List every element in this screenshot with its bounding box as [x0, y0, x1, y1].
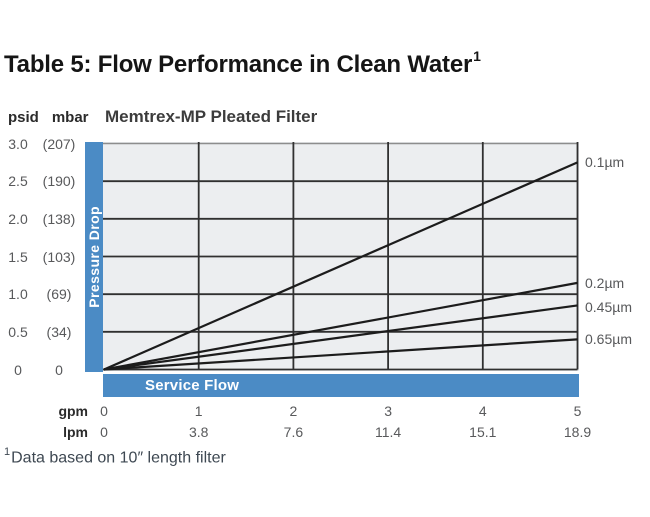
- y-tick-mbar: (207): [42, 135, 76, 152]
- y-tick-label: 1.0 (69): [0, 285, 84, 303]
- y-tick-label: 2.0 (138): [0, 210, 84, 228]
- y-tick-psid: 0: [14, 361, 22, 378]
- series-line-0.2µm: [103, 281, 578, 371]
- service-flow-axis-bar: Service Flow: [103, 374, 579, 397]
- y-unit-psid-label: psid: [8, 109, 39, 126]
- x-tick-lpm: 3.8: [188, 424, 209, 440]
- series-label-0.2µm: 0.2µm: [585, 274, 625, 291]
- x-tick-gpm: 3: [384, 403, 392, 419]
- title-footnote-reference: 1: [473, 48, 481, 64]
- page-title: Table 5: Flow Performance in Clean Water…: [4, 44, 481, 79]
- footnote-superscript: 1: [4, 446, 11, 458]
- x-unit-gpm-label: gpm: [58, 403, 88, 419]
- y-axis-unit-header: psid mbar: [8, 109, 89, 126]
- footnote: 1Data based on 10″ length filter: [4, 446, 226, 467]
- chart-title: Memtrex-MP Pleated Filter: [105, 107, 318, 126]
- series-label-0.1µm: 0.1µm: [585, 154, 625, 171]
- pressure-drop-axis-bar: Pressure Drop: [85, 142, 103, 372]
- x-tick-lpm: 15.1: [469, 424, 497, 440]
- y-unit-mbar-label: mbar: [51, 109, 89, 126]
- y-tick-psid: 2.0: [8, 210, 28, 227]
- pressure-drop-label: Pressure Drop: [86, 206, 102, 308]
- x-tick-gpm: 1: [194, 403, 203, 419]
- service-flow-label: Service Flow: [145, 377, 240, 394]
- x-tick-gpm: 4: [478, 403, 487, 419]
- y-tick-mbar: (138): [42, 210, 76, 227]
- y-tick-psid: 2.5: [8, 173, 28, 190]
- y-tick-label: 1.5 (103): [0, 248, 84, 266]
- y-tick-mbar: 0: [55, 361, 63, 378]
- x-tick-gpm: 2: [289, 403, 298, 419]
- y-tick-mbar: (34): [46, 323, 72, 340]
- x-tick-lpm: 11.4: [374, 424, 402, 440]
- series-label-0.45µm: 0.45µm: [585, 298, 632, 315]
- page-title-text: Table 5: Flow Performance in Clean Water: [4, 51, 473, 78]
- y-tick-psid: 0.5: [8, 323, 28, 340]
- x-tick-gpm: 5: [573, 403, 582, 419]
- x-tick-gpm: 0: [100, 403, 108, 419]
- series-line-0.65µm: [103, 338, 578, 371]
- series-label-0.65µm: 0.65µm: [585, 331, 632, 348]
- x-tick-lpm: 18.9: [563, 424, 592, 440]
- series-line-0.45µm: [103, 304, 578, 371]
- x-unit-lpm-label: lpm: [63, 424, 88, 440]
- footnote-text: Data based on 10″ length filter: [11, 449, 226, 467]
- x-tick-lpm: 7.6: [283, 424, 304, 440]
- y-tick-label: 3.0 (207): [0, 135, 84, 153]
- y-tick-psid: 3.0: [8, 135, 28, 152]
- y-tick-label: 0.5 (34): [0, 323, 84, 341]
- y-tick-mbar: (103): [42, 248, 76, 265]
- y-tick-psid: 1.5: [8, 248, 28, 265]
- series-line-0.1µm: [103, 161, 578, 371]
- plot-area: [103, 142, 579, 371]
- x-tick-lpm: 0: [100, 424, 108, 440]
- y-tick-mbar: (69): [46, 286, 72, 303]
- y-tick-mbar: (190): [42, 173, 76, 190]
- y-tick-label: 2.5 (190): [0, 172, 84, 190]
- y-tick-psid: 1.0: [8, 286, 28, 303]
